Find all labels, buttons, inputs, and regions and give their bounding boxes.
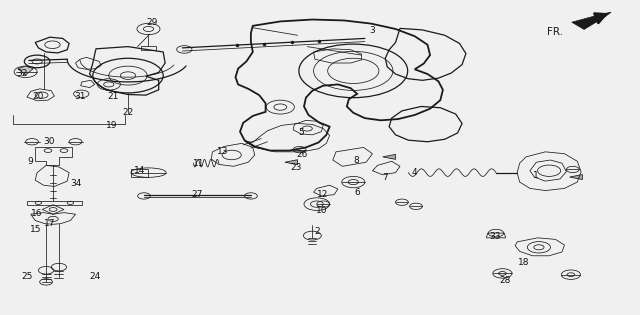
- Text: 31: 31: [74, 92, 86, 100]
- Text: 18: 18: [518, 258, 529, 266]
- Text: 27: 27: [191, 190, 203, 199]
- Text: 13: 13: [217, 147, 228, 156]
- Polygon shape: [18, 66, 33, 75]
- Text: 34: 34: [70, 179, 81, 188]
- Text: 4: 4: [412, 168, 417, 177]
- Text: 21: 21: [107, 92, 118, 100]
- Text: 29: 29: [147, 18, 158, 27]
- Text: 12: 12: [317, 190, 328, 199]
- Text: 33: 33: [489, 232, 500, 241]
- Text: FR.: FR.: [547, 27, 563, 37]
- Text: 1: 1: [534, 171, 539, 180]
- Text: 32: 32: [17, 69, 28, 77]
- Text: 25: 25: [21, 272, 33, 281]
- Text: 10: 10: [316, 206, 328, 215]
- Text: 19: 19: [106, 121, 118, 130]
- Polygon shape: [570, 175, 582, 180]
- Text: 6: 6: [355, 188, 360, 197]
- Text: 26: 26: [296, 151, 308, 159]
- Text: 8: 8: [353, 156, 358, 164]
- Polygon shape: [285, 160, 298, 165]
- Text: 22: 22: [122, 108, 134, 117]
- Text: 20: 20: [33, 92, 44, 100]
- Polygon shape: [383, 154, 396, 159]
- Text: 5: 5: [298, 128, 303, 137]
- Text: 3: 3: [370, 26, 375, 35]
- Text: 11: 11: [193, 159, 204, 168]
- Text: 28: 28: [499, 277, 511, 285]
- Text: 30: 30: [43, 137, 54, 146]
- Text: 14: 14: [134, 166, 145, 175]
- Text: 9: 9: [28, 157, 33, 166]
- Text: 23: 23: [290, 163, 301, 172]
- Text: 24: 24: [89, 272, 100, 281]
- Text: 2: 2: [315, 227, 320, 236]
- Text: 7: 7: [382, 173, 387, 181]
- Text: 15: 15: [30, 225, 42, 234]
- Polygon shape: [572, 12, 611, 30]
- Text: 16: 16: [31, 209, 43, 218]
- Text: 17: 17: [44, 219, 56, 227]
